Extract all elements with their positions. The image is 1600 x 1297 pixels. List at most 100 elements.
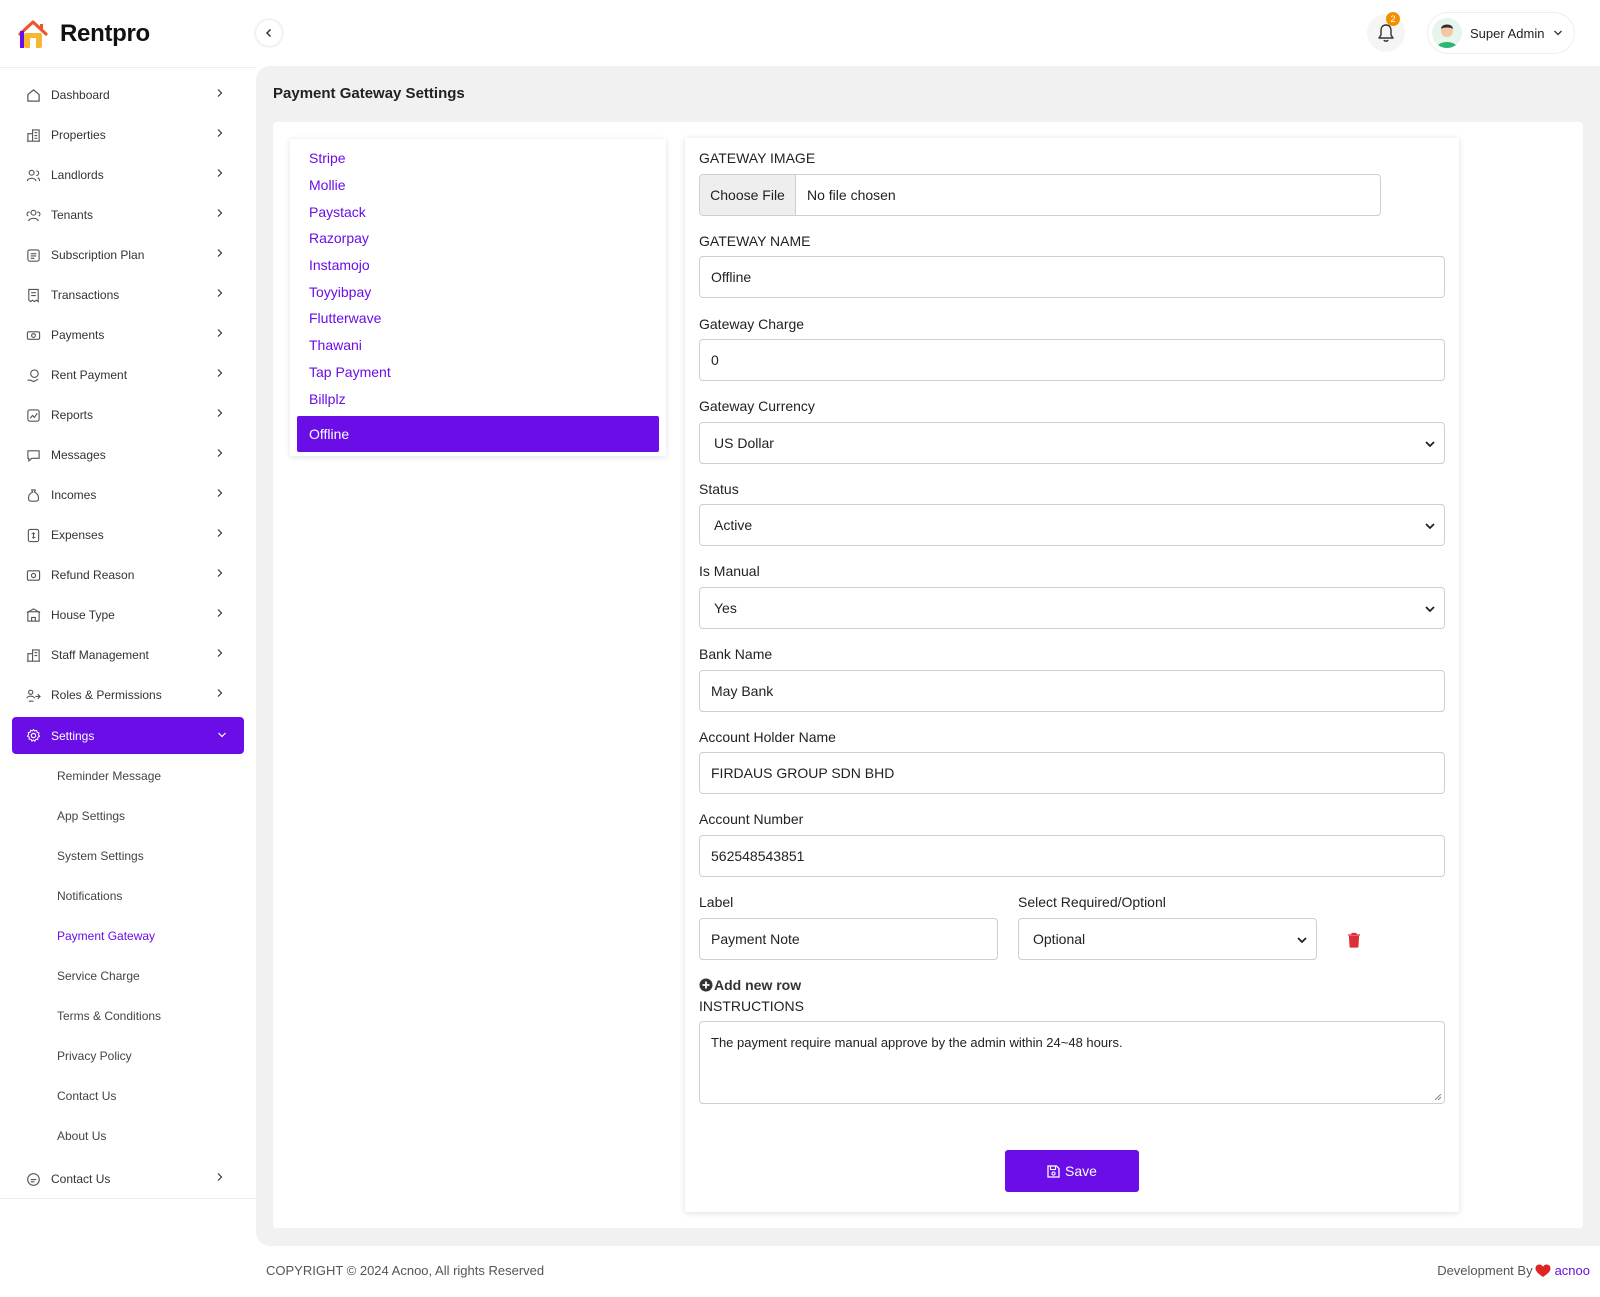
- sidebar-item-label: Transactions: [51, 288, 120, 302]
- gateway-currency-label: Gateway Currency: [699, 398, 815, 414]
- sub-item-app-settings[interactable]: App Settings: [57, 809, 126, 823]
- gateway-name-input[interactable]: Offline: [699, 256, 1445, 298]
- gateway-image-file-input[interactable]: Choose File No file chosen: [699, 174, 1381, 216]
- gateway-item-thawani[interactable]: Thawani: [309, 337, 362, 354]
- sidebar-item-contact-us[interactable]: Contact Us: [0, 1159, 256, 1199]
- sidebar-item-rent-payment[interactable]: Rent Payment: [0, 355, 256, 395]
- gateway-item-razorpay[interactable]: Razorpay: [309, 230, 369, 247]
- sidebar-item-staff-management[interactable]: Staff Management: [0, 635, 256, 675]
- gateway-item-mollie[interactable]: Mollie: [309, 177, 346, 194]
- users-icon: [26, 168, 41, 183]
- sidebar-item-reports[interactable]: Reports: [0, 395, 256, 435]
- sidebar-divider: [0, 67, 256, 68]
- sidebar-item-properties[interactable]: Properties: [0, 115, 256, 155]
- sub-item-system-settings[interactable]: System Settings: [57, 849, 144, 863]
- required-optional-value: Optional: [1033, 931, 1086, 947]
- resize-grip-icon[interactable]: [1434, 1093, 1442, 1101]
- chevron-right-icon: [217, 369, 223, 377]
- bank-name-input[interactable]: May Bank: [699, 670, 1445, 712]
- receipt-icon: [26, 288, 41, 303]
- gateway-item-instamojo[interactable]: Instamojo: [309, 257, 370, 274]
- sidebar-item-transactions[interactable]: Transactions: [0, 275, 256, 315]
- chevron-down-icon: [1297, 937, 1307, 944]
- chart-icon: [26, 408, 41, 423]
- avatar: [1432, 18, 1462, 48]
- chevron-down-icon: [218, 732, 226, 738]
- is-manual-select[interactable]: Yes: [699, 587, 1445, 629]
- save-button[interactable]: Save: [1005, 1150, 1139, 1192]
- status-label: Status: [699, 481, 739, 497]
- footer-brand-link[interactable]: acnoo: [1554, 1263, 1590, 1278]
- gateway-charge-input[interactable]: 0: [699, 339, 1445, 381]
- sub-item-terms-conditions[interactable]: Terms & Conditions: [57, 1009, 162, 1023]
- footer-credit: Development By acnoo: [1437, 1263, 1590, 1278]
- sidebar-item-dashboard[interactable]: Dashboard: [0, 75, 256, 115]
- gateway-name-label: GATEWAY NAME: [699, 233, 811, 249]
- trash-icon[interactable]: [1347, 932, 1361, 948]
- bank-name-label: Bank Name: [699, 646, 773, 662]
- account-number-input[interactable]: 562548543851: [699, 835, 1445, 877]
- sidebar-item-tenants[interactable]: Tenants: [0, 195, 256, 235]
- required-optional-select[interactable]: Optional: [1018, 918, 1317, 960]
- sidebar-item-settings[interactable]: Settings: [12, 717, 244, 754]
- sidebar-item-label: Staff Management: [51, 648, 149, 662]
- chat-icon: [26, 448, 41, 463]
- sub-item-privacy-policy[interactable]: Privacy Policy: [57, 1049, 132, 1063]
- chevron-right-icon: [217, 129, 223, 137]
- subscription-icon: [26, 248, 41, 263]
- user-name: Super Admin: [1470, 25, 1545, 41]
- sidebar-item-subscription-plan[interactable]: Subscription Plan: [0, 235, 256, 275]
- sidebar-item-label: Properties: [51, 128, 106, 142]
- floppy-disk-icon: [1047, 1164, 1060, 1178]
- sub-item-service-charge[interactable]: Service Charge: [57, 969, 140, 983]
- staff-icon: [26, 648, 41, 663]
- account-holder-input[interactable]: FIRDAUS GROUP SDN BHD: [699, 752, 1445, 794]
- gateway-item-flutterwave[interactable]: Flutterwave: [309, 310, 382, 327]
- sub-item-notifications[interactable]: Notifications: [57, 889, 123, 903]
- sidebar-item-landlords[interactable]: Landlords: [0, 155, 256, 195]
- gateway-item-billplz[interactable]: Billplz: [309, 390, 346, 407]
- choose-file-button[interactable]: Choose File: [700, 175, 796, 215]
- status-select[interactable]: Active: [699, 504, 1445, 546]
- gateway-item-toyyibpay[interactable]: Toyyibpay: [309, 283, 372, 300]
- chevron-right-icon: [217, 489, 223, 497]
- gateway-item-stripe[interactable]: Stripe: [309, 150, 346, 167]
- sidebar-item-label: House Type: [51, 608, 115, 622]
- sidebar-item-label: Incomes: [51, 488, 97, 502]
- gateway-item-offline[interactable]: Offline: [297, 415, 659, 452]
- brand-logo[interactable]: Rentpro: [16, 16, 150, 52]
- instructions-textarea[interactable]: The payment require manual approve by th…: [699, 1021, 1445, 1104]
- sidebar-item-messages[interactable]: Messages: [0, 435, 256, 475]
- sidebar-item-incomes[interactable]: Incomes: [0, 475, 256, 515]
- brand-name: Rentpro: [60, 20, 150, 47]
- sidebar-item-label: Contact Us: [51, 1172, 111, 1186]
- sidebar-item-refund-reason[interactable]: Refund Reason: [0, 555, 256, 595]
- user-menu[interactable]: Super Admin: [1427, 12, 1575, 54]
- chevron-right-icon: [217, 449, 223, 457]
- sub-item-contact-us[interactable]: Contact Us: [57, 1089, 117, 1103]
- sidebar-item-expenses[interactable]: Expenses: [0, 515, 256, 555]
- chevron-right-icon: [217, 1173, 223, 1181]
- sub-item-reminder-message[interactable]: Reminder Message: [57, 769, 162, 783]
- add-new-row-button[interactable]: Add new row: [699, 977, 801, 993]
- gateway-item-tap-payment[interactable]: Tap Payment: [309, 363, 391, 380]
- gateway-currency-select[interactable]: US Dollar: [699, 422, 1445, 464]
- field-label-input[interactable]: Payment Note: [699, 918, 998, 960]
- sidebar-item-payments[interactable]: Payments: [0, 315, 256, 355]
- sub-item-about-us[interactable]: About Us: [57, 1129, 107, 1143]
- sidebar-item-house-type[interactable]: House Type: [0, 595, 256, 635]
- chevron-left-icon: [265, 28, 272, 38]
- required-optional-label: Select Required/Optionl: [1018, 894, 1166, 910]
- sub-item-payment-gateway[interactable]: Payment Gateway: [57, 929, 156, 943]
- house-logo-icon: [16, 17, 50, 51]
- gateway-item-paystack[interactable]: Paystack: [309, 203, 366, 220]
- chevron-right-icon: [217, 529, 223, 537]
- sidebar-item-label: Reports: [51, 408, 94, 422]
- chevron-right-icon: [217, 289, 223, 297]
- is-manual-label: Is Manual: [699, 563, 760, 579]
- sidebar-item-roles-permissions[interactable]: Roles & Permissions: [0, 675, 256, 715]
- bell-icon: [1378, 24, 1394, 42]
- sidebar-collapse-button[interactable]: [256, 20, 282, 46]
- chevron-down-icon: [1425, 606, 1435, 613]
- file-status-text: No file chosen: [807, 187, 896, 203]
